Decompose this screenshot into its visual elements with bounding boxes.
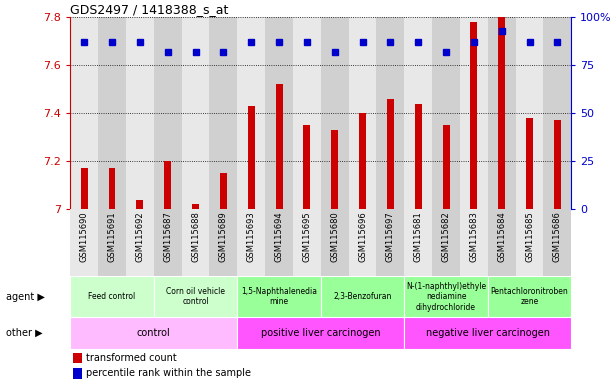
Bar (81, 169, 87, 209)
Bar (276, 84, 282, 209)
Bar (432, 209, 460, 276)
Bar (154, 276, 237, 317)
Bar (415, 104, 422, 209)
Text: GSM115696: GSM115696 (358, 211, 367, 262)
Bar (543, 17, 571, 209)
Bar (404, 317, 571, 349)
Bar (404, 209, 432, 276)
Bar (516, 17, 543, 209)
Text: GSM115687: GSM115687 (163, 211, 172, 262)
Bar (164, 161, 171, 209)
Text: Pentachloronitroben
zene: Pentachloronitroben zene (491, 287, 568, 306)
Bar (293, 17, 321, 209)
Text: other ▶: other ▶ (6, 328, 43, 338)
Bar (181, 17, 210, 209)
Text: GSM115682: GSM115682 (442, 211, 450, 262)
Bar (154, 209, 181, 276)
Text: percentile rank within the sample: percentile rank within the sample (86, 368, 251, 378)
Text: GSM115690: GSM115690 (79, 211, 89, 262)
Bar (220, 173, 227, 209)
Bar (136, 200, 144, 209)
Bar (359, 113, 366, 209)
Text: GSM115686: GSM115686 (553, 211, 562, 262)
Text: control: control (137, 328, 170, 338)
Bar (460, 17, 488, 209)
Bar (70, 276, 154, 317)
Text: Corn oil vehicle
control: Corn oil vehicle control (166, 287, 225, 306)
Bar (265, 209, 293, 276)
Bar (98, 17, 126, 209)
Bar (331, 130, 338, 209)
Bar (488, 276, 571, 317)
Text: negative liver carcinogen: negative liver carcinogen (426, 328, 550, 338)
Bar (210, 17, 237, 209)
Text: agent ▶: agent ▶ (6, 291, 45, 302)
Bar (192, 205, 199, 209)
Bar (154, 17, 181, 209)
Text: GSM115681: GSM115681 (414, 211, 423, 262)
Bar (247, 106, 255, 209)
Bar (404, 17, 432, 209)
Text: GSM115695: GSM115695 (302, 211, 312, 262)
Text: GSM115683: GSM115683 (469, 211, 478, 262)
Text: 2,3-Benzofuran: 2,3-Benzofuran (334, 292, 392, 301)
Text: GSM115689: GSM115689 (219, 211, 228, 262)
Bar (526, 118, 533, 209)
Bar (210, 209, 237, 276)
Bar (442, 125, 450, 209)
Bar (349, 209, 376, 276)
Text: GSM115680: GSM115680 (330, 211, 339, 262)
Bar (349, 17, 376, 209)
Text: 1,5-Naphthalenedia
mine: 1,5-Naphthalenedia mine (241, 287, 317, 306)
Bar (470, 22, 477, 209)
Bar (321, 17, 349, 209)
Text: GSM115693: GSM115693 (247, 211, 255, 262)
Text: GSM115685: GSM115685 (525, 211, 534, 262)
Bar (376, 209, 404, 276)
Text: positive liver carcinogen: positive liver carcinogen (261, 328, 381, 338)
Bar (98, 209, 126, 276)
Bar (376, 17, 404, 209)
Bar (126, 209, 154, 276)
Bar (516, 209, 543, 276)
Bar (304, 125, 310, 209)
Bar (237, 317, 404, 349)
Bar (432, 17, 460, 209)
Bar (488, 209, 516, 276)
Text: GSM115697: GSM115697 (386, 211, 395, 262)
Bar (554, 121, 561, 209)
Bar (460, 209, 488, 276)
Text: N-(1-naphthyl)ethyle
nediamine
dihydrochloride: N-(1-naphthyl)ethyle nediamine dihydroch… (406, 282, 486, 311)
Bar (126, 17, 154, 209)
Text: GSM115694: GSM115694 (274, 211, 284, 262)
Bar (237, 17, 265, 209)
Bar (70, 317, 237, 349)
Bar (73, 353, 82, 363)
Bar (237, 209, 265, 276)
Bar (488, 17, 516, 209)
Bar (404, 276, 488, 317)
Bar (70, 209, 98, 276)
Text: transformed count: transformed count (86, 353, 177, 363)
Bar (387, 99, 394, 209)
Bar (321, 209, 349, 276)
Bar (293, 209, 321, 276)
Bar (237, 276, 321, 317)
Text: Feed control: Feed control (89, 292, 136, 301)
Text: GSM115684: GSM115684 (497, 211, 506, 262)
Bar (109, 169, 115, 209)
Text: GDS2497 / 1418388_s_at: GDS2497 / 1418388_s_at (70, 3, 229, 16)
Text: GSM115691: GSM115691 (108, 211, 117, 262)
Bar (543, 209, 571, 276)
Bar (181, 209, 210, 276)
Bar (73, 368, 82, 379)
Bar (321, 276, 404, 317)
Bar (70, 17, 98, 209)
Bar (265, 17, 293, 209)
Text: GSM115688: GSM115688 (191, 211, 200, 262)
Text: GSM115692: GSM115692 (136, 211, 144, 262)
Bar (498, 17, 505, 209)
